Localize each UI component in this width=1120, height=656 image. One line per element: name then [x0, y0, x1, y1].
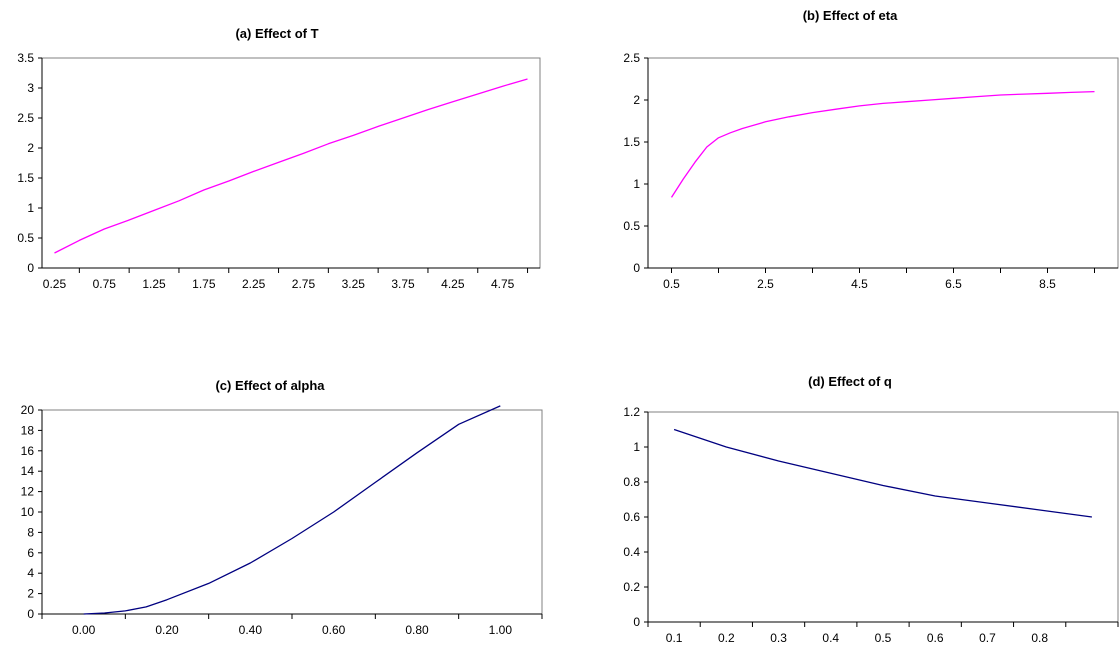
plot-area-frame [647, 411, 1119, 623]
y-tick-label: 1.5 [17, 171, 34, 185]
x-tick-label: 0.7 [979, 631, 996, 645]
y-tick-label: 0.2 [623, 580, 640, 594]
x-tick-label: 0.5 [663, 277, 680, 291]
y-tick-label: 0.6 [623, 510, 640, 524]
series-line [670, 90, 1095, 198]
x-tick-label: 8.5 [1039, 277, 1056, 291]
x-tick-label: 2.5 [757, 277, 774, 291]
x-tick-label: 0.1 [666, 631, 683, 645]
y-tick-label: 8 [27, 525, 34, 539]
x-tick-label: 4.25 [441, 277, 465, 291]
y-tick-label: 4 [27, 566, 34, 580]
x-tick-label: 4.5 [851, 277, 868, 291]
plot-area-frame [41, 57, 541, 269]
x-tick-label: 1.00 [489, 623, 513, 637]
y-tick-label: 1.5 [623, 135, 640, 149]
x-tick-label: 0.40 [239, 623, 263, 637]
y-tick-label: 2 [27, 141, 34, 155]
series-line [83, 405, 501, 615]
plot-area-frame [647, 57, 1119, 269]
chart-effect-of-eta: (b) Effect of eta 0 0.5 1 1.5 2 2.5 0.5 2.5 4.5 6.… [623, 8, 1119, 291]
y-tick-label: 3 [27, 81, 34, 95]
chart-effect-of-t: (a) Effect of T 0 0.5 1 1.5 2 2.5 3 3.5 0.25 0.75 1… [17, 26, 541, 291]
x-tick-label: 0.25 [43, 277, 67, 291]
chart-title: (a) Effect of T [235, 26, 318, 41]
y-tick-label: 0.4 [623, 545, 640, 559]
x-tick-label: 0.00 [72, 623, 96, 637]
plot-area-frame [41, 409, 543, 615]
y-tick-label: 0.8 [623, 475, 640, 489]
y-tick-label: 10 [21, 505, 35, 519]
chart-title: (b) Effect of eta [803, 8, 898, 23]
x-tick-label: 0.80 [405, 623, 429, 637]
y-tick-label: 1.2 [623, 405, 640, 419]
y-tick-label: 1 [633, 177, 640, 191]
y-tick-label: 3.5 [17, 51, 34, 65]
chart-effect-of-q: (d) Effect of q 0 0.2 0.4 0.6 0.8 1 1.2 0.1 0.2 0.… [623, 374, 1119, 645]
x-tick-label: 6.5 [945, 277, 962, 291]
x-tick-label: 0.6 [927, 631, 944, 645]
x-tick-label: 4.75 [491, 277, 515, 291]
y-tick-label: 18 [21, 423, 35, 437]
series-line [673, 428, 1092, 518]
series-line [54, 78, 528, 254]
x-tick-label: 0.3 [770, 631, 787, 645]
x-tick-label: 2.75 [292, 277, 316, 291]
y-tick-label: 0 [27, 607, 34, 621]
y-tick-label: 2.5 [17, 111, 34, 125]
x-tick-label: 1.25 [142, 277, 166, 291]
x-tick-label: 0.60 [322, 623, 346, 637]
y-tick-label: 20 [21, 403, 35, 417]
x-tick-label: 3.75 [391, 277, 415, 291]
y-tick-label: 0.5 [623, 219, 640, 233]
x-tick-label: 0.75 [93, 277, 117, 291]
x-tick-label: 3.25 [342, 277, 366, 291]
y-tick-label: 1 [27, 201, 34, 215]
y-tick-label: 12 [21, 485, 35, 499]
y-tick-label: 2.5 [623, 51, 640, 65]
y-tick-label: 1 [633, 440, 640, 454]
y-tick-label: 0 [27, 261, 34, 275]
x-tick-label: 0.20 [155, 623, 179, 637]
y-tick-label: 0 [633, 261, 640, 275]
y-tick-label: 14 [21, 464, 35, 478]
y-tick-label: 16 [21, 444, 35, 458]
x-tick-label: 1.75 [192, 277, 216, 291]
chart-title: (d) Effect of q [808, 374, 892, 389]
y-tick-label: 2 [633, 93, 640, 107]
x-tick-label: 0.4 [822, 631, 839, 645]
y-tick-label: 0.5 [17, 231, 34, 245]
chart-effect-of-alpha: (c) Effect of alpha 0 2 4 6 8 10 12 14 16 18 20 0.00… [21, 378, 543, 637]
x-tick-label: 0.8 [1031, 631, 1048, 645]
x-tick-label: 2.25 [242, 277, 266, 291]
y-tick-label: 0 [633, 615, 640, 629]
y-tick-label: 2 [27, 587, 34, 601]
x-tick-label: 0.5 [875, 631, 892, 645]
x-tick-label: 0.2 [718, 631, 735, 645]
chart-title: (c) Effect of alpha [215, 378, 325, 393]
y-tick-label: 6 [27, 546, 34, 560]
